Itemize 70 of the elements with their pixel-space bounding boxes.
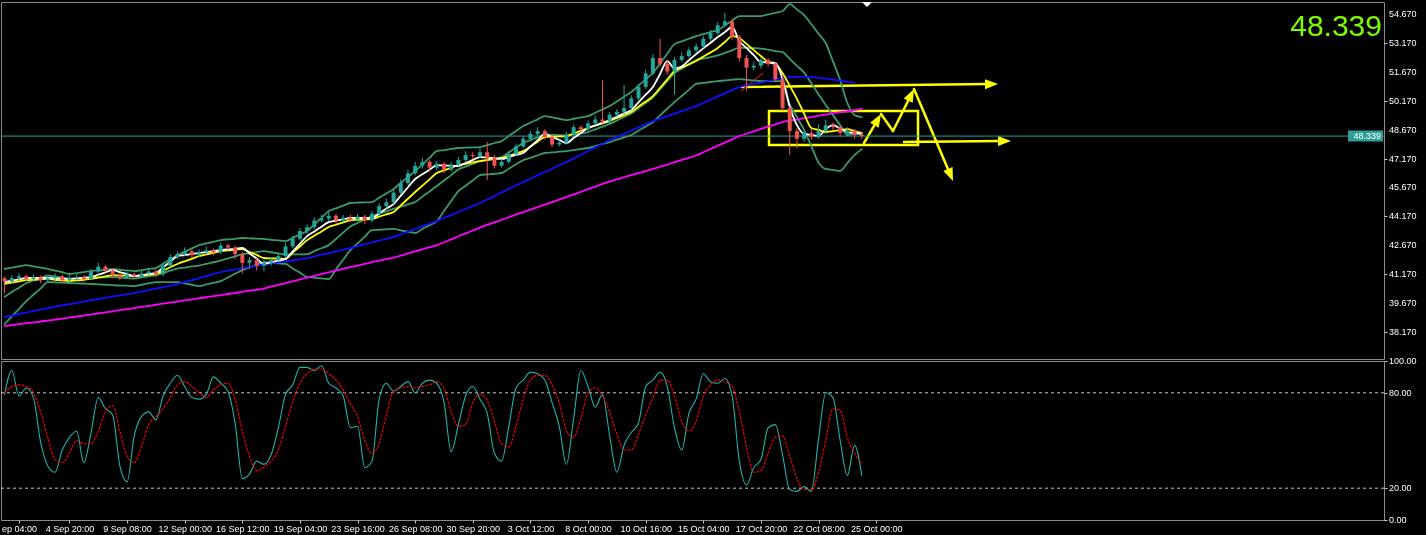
y-tick-label: 38.170 xyxy=(1389,326,1417,337)
candlestick xyxy=(730,19,735,41)
candlestick xyxy=(233,245,238,260)
y-tick-label: 44.170 xyxy=(1389,211,1417,222)
candlestick xyxy=(658,38,663,68)
x-tick-label: 3 Oct 12:00 xyxy=(507,523,555,534)
x-tick-label: 30 Sep 20:00 xyxy=(446,523,501,534)
annotation: 48.339 xyxy=(1290,9,1382,42)
y-tick-label: 80.00 xyxy=(1389,387,1412,398)
y-tick-label: 0.00 xyxy=(1389,515,1407,525)
x-tick-label: 17 Oct 20:00 xyxy=(735,523,788,534)
x-tick-label: 9 Sep 08:00 xyxy=(103,523,152,534)
candlestick xyxy=(737,34,742,63)
candlestick xyxy=(341,214,346,223)
candlestick xyxy=(125,270,130,280)
x-tick-label: 19 Sep 04:00 xyxy=(273,523,328,534)
candlestick xyxy=(261,259,266,272)
candlestick xyxy=(794,127,799,149)
candlestick xyxy=(650,53,655,76)
x-tick-label: 26 Sep 08:00 xyxy=(388,523,443,534)
candlestick xyxy=(586,119,591,132)
candlestick xyxy=(773,61,778,83)
x-tick-label: ep 04:00 xyxy=(1,523,38,534)
x-tick-label: 4 Sep 20:00 xyxy=(45,523,95,534)
candlestick xyxy=(17,272,22,281)
y-tick-label: 53.170 xyxy=(1389,38,1417,49)
candlestick xyxy=(643,69,648,90)
y-tick-label: 42.670 xyxy=(1389,240,1417,251)
x-tick-label: 23 Sep 16:00 xyxy=(331,523,385,534)
candlestick xyxy=(117,272,122,281)
candlestick xyxy=(787,105,792,156)
candlestick xyxy=(686,46,691,59)
x-tick-label: 8 Oct 00:00 xyxy=(565,523,612,534)
x-tick-label: 25 Oct 00:00 xyxy=(850,523,903,534)
candlestick xyxy=(269,256,274,267)
y-tick-label: 20.00 xyxy=(1389,483,1412,494)
candlestick xyxy=(197,248,202,258)
y-tick-label: 100.00 xyxy=(1389,356,1417,366)
y-tick-label: 50.170 xyxy=(1389,95,1417,106)
candlestick xyxy=(189,248,194,259)
y-tick-label: 45.670 xyxy=(1389,182,1417,193)
y-tick-label: 41.170 xyxy=(1389,268,1417,279)
x-tick-label: 10 Oct 16:00 xyxy=(620,523,672,534)
x-tick-label: 22 Oct 08:00 xyxy=(793,523,845,534)
x-tick-label: 16 Sep 12:00 xyxy=(216,523,270,534)
candlestick xyxy=(614,108,619,118)
y-tick-label: 39.670 xyxy=(1389,297,1417,308)
candlestick xyxy=(722,12,727,28)
line-series xyxy=(3,108,863,328)
candlestick xyxy=(478,147,483,159)
candlestick xyxy=(240,251,245,274)
candlestick xyxy=(672,56,677,96)
candlestick xyxy=(622,84,627,116)
ref-line-label: 48.339 xyxy=(1353,131,1381,142)
candlestick xyxy=(578,124,583,133)
candlestick xyxy=(830,121,835,131)
y-tick-label: 54.670 xyxy=(1389,9,1417,20)
candlestick xyxy=(766,57,771,68)
candlestick xyxy=(485,141,490,181)
candlestick xyxy=(694,43,699,54)
candlestick xyxy=(305,223,310,235)
candlestick xyxy=(744,54,749,92)
candlestick xyxy=(758,56,763,70)
x-tick-label: 15 Oct 04:00 xyxy=(678,523,730,534)
x-tick-label: 12 Sep 00:00 xyxy=(158,523,212,534)
y-tick-label: 48.670 xyxy=(1389,124,1417,135)
y-tick-label: 51.670 xyxy=(1389,67,1417,78)
y-tick-label: 47.170 xyxy=(1389,153,1417,164)
candlestick xyxy=(53,272,58,281)
candlestick xyxy=(153,269,158,278)
